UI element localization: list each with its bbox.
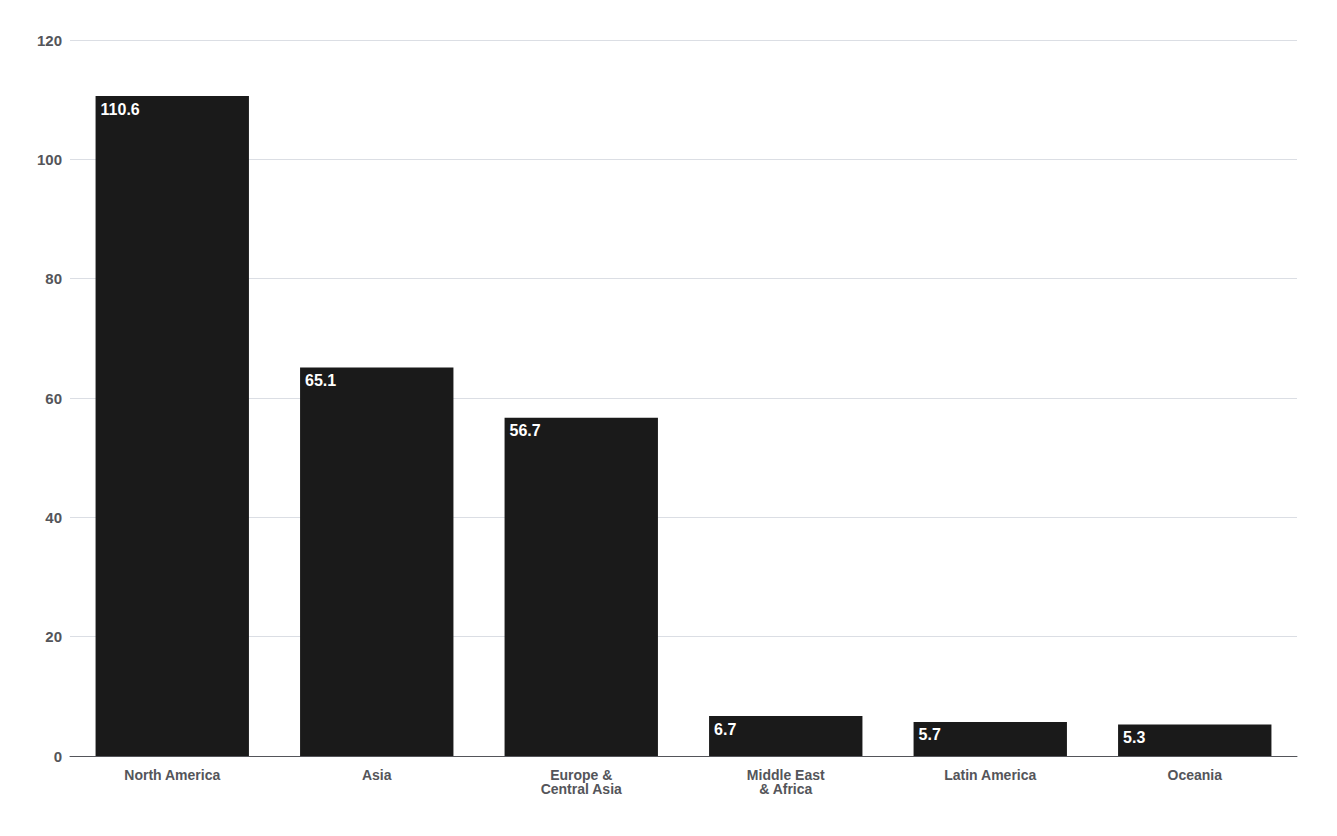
svg-text:Latin America: Latin America — [944, 767, 1036, 783]
svg-text:Central Asia: Central Asia — [541, 781, 622, 797]
svg-text:5.7: 5.7 — [919, 726, 941, 743]
svg-text:North America: North America — [124, 767, 220, 783]
svg-text:80: 80 — [45, 270, 62, 287]
svg-text:40: 40 — [45, 509, 62, 526]
svg-text:Asia: Asia — [362, 767, 392, 783]
svg-text:Middle East: Middle East — [746, 767, 825, 783]
svg-text:Europe &: Europe & — [550, 767, 613, 783]
svg-text:56.7: 56.7 — [510, 422, 541, 439]
svg-text:0: 0 — [54, 748, 62, 765]
svg-text:20: 20 — [45, 628, 62, 645]
svg-text:110.6: 110.6 — [101, 101, 140, 118]
svg-text:& Africa: & Africa — [759, 781, 812, 797]
svg-text:Oceania: Oceania — [1168, 767, 1223, 783]
svg-text:120: 120 — [37, 32, 62, 49]
svg-text:100: 100 — [37, 151, 62, 168]
svg-text:5.3: 5.3 — [1123, 729, 1145, 746]
svg-text:6.7: 6.7 — [714, 721, 736, 738]
svg-text:65.1: 65.1 — [305, 372, 336, 389]
svg-text:60: 60 — [45, 390, 62, 407]
